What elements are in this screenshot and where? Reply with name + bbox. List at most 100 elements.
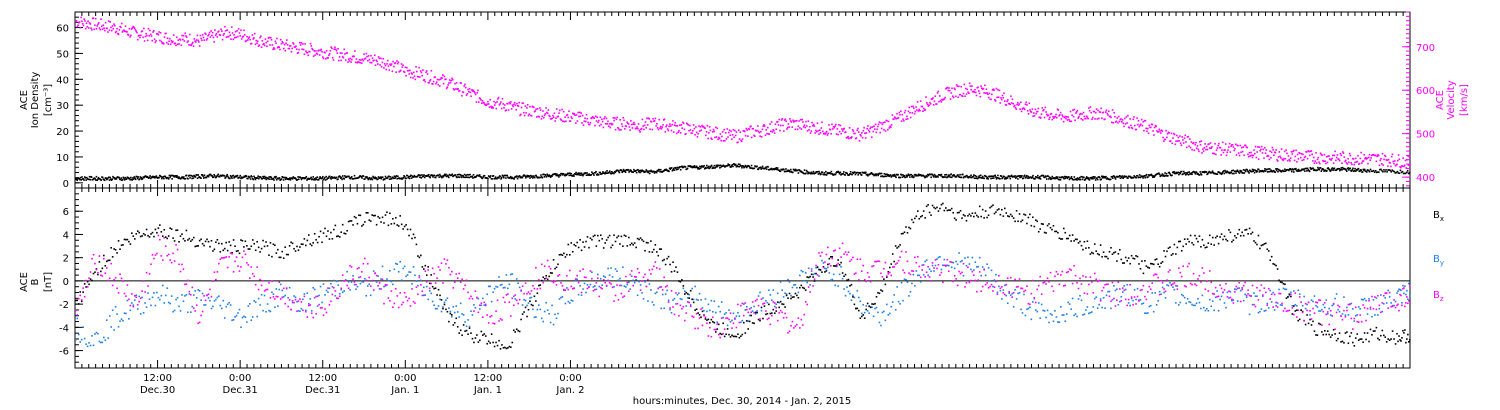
velocity-point [288,47,290,50]
velocity-point [599,116,602,119]
density-point [953,174,956,177]
density-point [1030,177,1033,179]
by-point [423,286,425,289]
by-point [380,278,382,280]
velocity-point [443,75,446,78]
by-point [372,270,375,272]
by-point [394,262,397,265]
velocity-point [503,104,506,106]
by-point [647,300,649,302]
velocity-point [825,130,828,133]
density-point [1056,177,1058,180]
density-point [174,175,177,177]
velocity-point [1196,145,1199,147]
velocity-point [970,88,972,91]
density-point [460,174,462,177]
density-point [469,173,471,176]
velocity-point [609,126,612,129]
density-point [1113,175,1116,178]
density-point [1264,170,1267,172]
velocity-point [1074,119,1076,122]
velocity-point [753,134,755,137]
by-point [461,313,463,315]
by-point [122,319,124,322]
density-point [911,174,914,177]
velocity-point [260,35,262,38]
velocity-point [327,57,329,59]
velocity-point [400,63,403,65]
by-point [172,310,174,313]
density-point [1000,175,1003,178]
density-point [708,167,711,170]
velocity-point [1164,138,1167,141]
density-point [1312,167,1314,170]
density-point [821,171,824,174]
velocity-point [289,45,292,47]
velocity-point [597,119,600,122]
velocity-point [797,125,800,128]
velocity-point [487,103,490,105]
density-point [1264,168,1266,170]
velocity-point [1151,123,1154,126]
velocity-point [204,33,207,35]
velocity-point [1380,157,1382,160]
velocity-point [1267,155,1270,157]
velocity-point [672,131,675,133]
velocity-point [1000,98,1003,101]
velocity-point [1228,146,1230,148]
by-point [412,266,415,268]
velocity-point [882,121,885,124]
velocity-point [116,27,118,30]
velocity-point [302,48,305,51]
by-point [100,341,102,344]
velocity-point [1302,158,1305,161]
density-point [541,176,544,179]
density-point [489,176,491,179]
velocity-point [1349,154,1352,157]
by-point [452,305,455,308]
density-point [131,179,134,181]
velocity-point [1094,118,1096,120]
by-point [80,338,83,341]
velocity-point [916,101,919,103]
velocity-point [1270,156,1272,159]
density-point [1229,172,1231,175]
density-point [321,177,323,179]
by-point [421,294,424,297]
velocity-point [1338,158,1340,161]
velocity-point [1124,117,1126,120]
density-point [1304,170,1306,172]
velocity-point [367,59,369,62]
velocity-point [421,74,423,77]
density-point [1387,169,1389,171]
velocity-point [1293,159,1296,162]
velocity-point [927,105,930,107]
density-point [431,174,434,177]
density-point [392,177,395,180]
density-point [730,166,732,168]
velocity-point [619,119,621,121]
velocity-point [651,128,654,131]
ytick-label-b--2: -2 [59,300,69,311]
density-point [353,174,356,177]
velocity-point [373,54,376,57]
velocity-point [948,87,950,89]
velocity-point [636,126,638,128]
velocity-point [1258,146,1261,148]
velocity-point [1208,147,1211,149]
by-point [504,286,506,289]
by-point [642,297,645,300]
density-point [1187,173,1190,176]
density-point [838,173,841,175]
velocity-point [610,122,612,125]
by-point [116,313,118,315]
velocity-point [801,118,803,121]
velocity-point [1078,115,1080,118]
density-point [635,171,638,174]
by-point [439,298,441,301]
density-point [1257,168,1260,171]
velocity-point [1068,120,1071,122]
density-point [593,174,595,176]
velocity-point [214,34,217,37]
density-point [970,174,972,177]
